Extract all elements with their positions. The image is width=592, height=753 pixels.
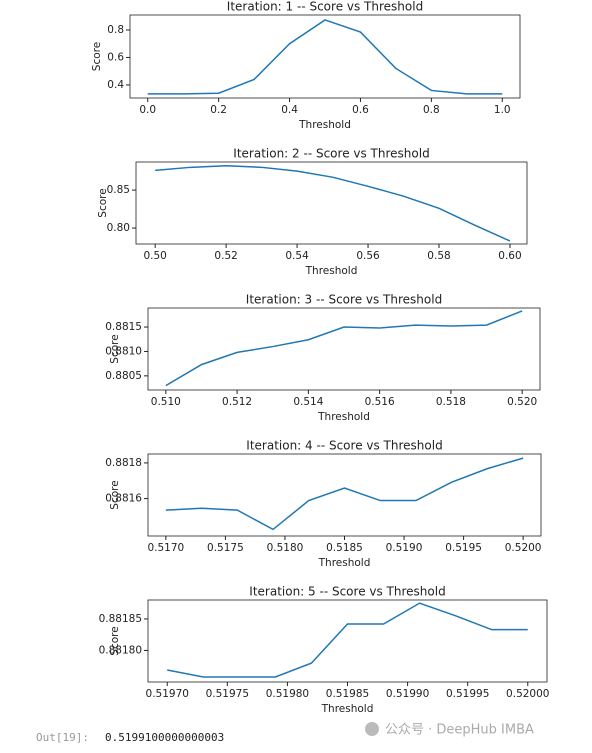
- x-tick-label: 0.5200: [505, 542, 542, 554]
- x-tick-label: 0.50: [143, 250, 166, 262]
- x-tick-label: 0.51985: [326, 688, 369, 700]
- x-tick-label: 0.51990: [386, 688, 429, 700]
- y-tick-label: 0.88185: [99, 613, 142, 625]
- x-tick-label: 0.6: [352, 104, 369, 116]
- x-tick-label: 0.5180: [267, 542, 304, 554]
- x-tick-label: 0.56: [356, 250, 380, 262]
- x-tick-label: 0.8: [423, 104, 440, 116]
- x-axis-label: Threshold: [298, 119, 351, 131]
- chart-title: Iteration: 1 -- Score vs Threshold: [227, 0, 423, 14]
- watermark-icon: [365, 722, 379, 736]
- x-axis-label: Threshold: [305, 265, 358, 277]
- chart-title: Iteration: 4 -- Score vs Threshold: [246, 439, 442, 453]
- line-series: [155, 165, 511, 242]
- x-tick-label: 0.5190: [386, 542, 423, 554]
- x-tick-label: 0.60: [498, 250, 521, 262]
- x-tick-label: 0.51995: [446, 688, 489, 700]
- x-tick-label: 0.2: [210, 104, 227, 116]
- y-tick-label: 0.4: [107, 79, 124, 91]
- x-tick-label: 0.512: [222, 396, 252, 408]
- x-tick-label: 0.54: [285, 250, 309, 262]
- plot-frame: [135, 161, 528, 245]
- plot-frame: [129, 14, 521, 99]
- y-tick-label: 0.80: [107, 222, 130, 234]
- plot-frame: [147, 453, 542, 537]
- y-tick-label: 0.6: [107, 51, 124, 63]
- x-tick-label: 0.58: [427, 250, 450, 262]
- x-tick-label: 0.518: [436, 396, 466, 408]
- y-tick-label: 0.8810: [105, 345, 142, 357]
- y-axis-label: Score: [109, 480, 121, 509]
- y-axis-label: Score: [91, 42, 103, 71]
- y-tick-label: 0.8815: [105, 321, 142, 333]
- x-tick-label: 0.52000: [506, 688, 549, 700]
- x-tick-label: 0.5170: [147, 542, 184, 554]
- x-tick-label: 0.0: [139, 104, 156, 116]
- y-tick-label: 0.85: [107, 184, 130, 196]
- x-axis-label: Threshold: [317, 411, 370, 423]
- x-tick-label: 0.520: [507, 396, 537, 408]
- chart-title: Iteration: 3 -- Score vs Threshold: [246, 293, 442, 307]
- y-axis-label: Score: [109, 334, 121, 363]
- line-series: [165, 310, 523, 387]
- line-series: [165, 457, 524, 531]
- x-tick-label: 0.510: [151, 396, 181, 408]
- x-tick-label: 0.4: [281, 104, 298, 116]
- chart-title: Iteration: 2 -- Score vs Threshold: [233, 147, 429, 161]
- x-tick-label: 0.51980: [266, 688, 309, 700]
- x-axis-label: Threshold: [318, 557, 371, 569]
- y-tick-label: 0.8816: [105, 493, 142, 505]
- x-axis-label: Threshold: [321, 703, 374, 715]
- x-tick-label: 0.5175: [207, 542, 244, 554]
- plot-frame: [147, 599, 548, 683]
- x-tick-label: 0.51970: [146, 688, 189, 700]
- y-tick-label: 0.88180: [99, 644, 142, 656]
- x-tick-label: 1.0: [494, 104, 511, 116]
- x-tick-label: 0.5185: [326, 542, 363, 554]
- y-axis-label: Score: [97, 188, 109, 217]
- line-series: [147, 19, 503, 95]
- watermark: 公众号 · DeepHub IMBA: [385, 723, 534, 738]
- x-tick-label: 0.5195: [445, 542, 482, 554]
- plot-frame: [147, 307, 541, 391]
- y-tick-label: 0.8: [107, 24, 124, 36]
- x-tick-label: 0.52: [214, 250, 237, 262]
- line-series: [167, 602, 528, 678]
- y-axis-label: Score: [109, 626, 121, 655]
- x-tick-label: 0.516: [365, 396, 395, 408]
- out-prompt: Out[19]:: [36, 731, 89, 744]
- x-tick-label: 0.51975: [206, 688, 249, 700]
- chart-title: Iteration: 5 -- Score vs Threshold: [249, 585, 445, 599]
- y-tick-label: 0.8818: [105, 457, 142, 469]
- out-value: 0.5199100000000003: [105, 731, 224, 744]
- y-tick-label: 0.8805: [105, 370, 142, 382]
- x-tick-label: 0.514: [293, 396, 323, 408]
